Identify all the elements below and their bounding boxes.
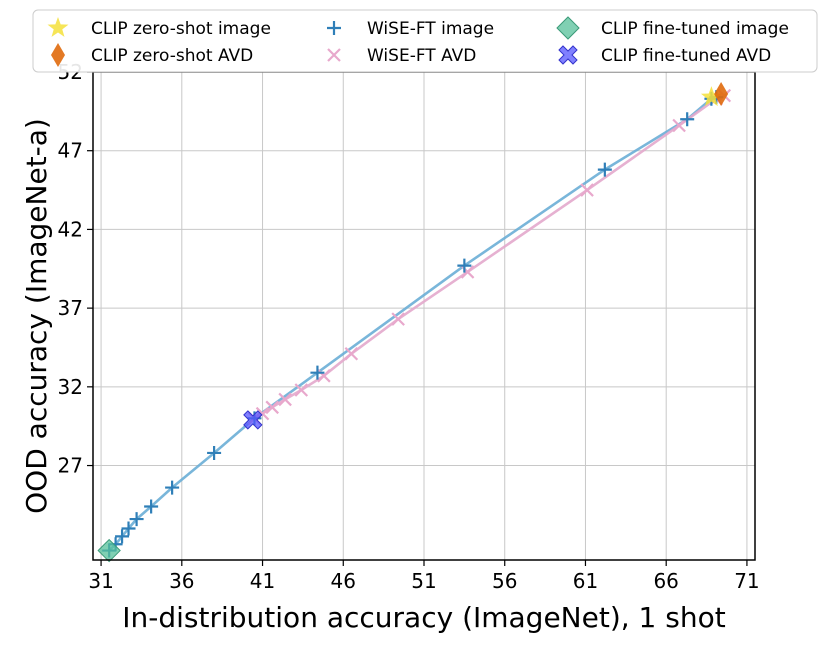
data-point — [144, 499, 159, 514]
legend-label: CLIP fine-tuned AVD — [601, 46, 771, 66]
legend: CLIP zero-shot image CLIP zero-shot AVD Wi… — [32, 9, 818, 73]
x-tick-label: 46 — [331, 569, 356, 593]
data-point — [243, 410, 263, 430]
data-point — [700, 86, 722, 107]
data-point — [121, 521, 136, 536]
grid — [93, 71, 755, 560]
data-point — [310, 365, 325, 380]
legend-marker — [47, 17, 69, 37]
x-tick-label: 51 — [411, 569, 436, 593]
data-point — [207, 445, 222, 460]
legend-marker — [51, 43, 65, 67]
data-point — [294, 383, 309, 397]
data-point — [97, 538, 121, 563]
legend-label: CLIP zero-shot AVD — [91, 46, 253, 66]
y-tick-label: 27 — [58, 454, 83, 478]
y-tick-label: 42 — [58, 217, 83, 241]
series-lines — [108, 94, 725, 552]
data-point — [680, 112, 695, 127]
data-point — [129, 512, 144, 527]
data-point — [714, 82, 729, 107]
data-point — [391, 312, 405, 326]
data-point — [672, 118, 686, 133]
data-points — [97, 82, 732, 563]
legend-box — [32, 9, 818, 73]
data-point — [115, 529, 130, 544]
x-tick-label: 41 — [250, 569, 275, 593]
data-point — [165, 480, 180, 495]
x-tick-label: 71 — [734, 569, 759, 593]
x-tick-label: 66 — [653, 569, 678, 593]
series-line — [108, 95, 717, 552]
legend-label: WiSE-FT image — [367, 19, 494, 39]
data-point — [278, 392, 292, 407]
x-axis-title: In-distribution accuracy (ImageNet), 1 s… — [122, 601, 725, 634]
data-point — [265, 400, 280, 415]
legend-label: WiSE-FT AVD — [367, 46, 476, 66]
y-axis-title: OOD accuracy (ImageNet-a) — [20, 118, 53, 514]
series-line — [253, 94, 725, 420]
y-tick-label: 32 — [58, 375, 83, 399]
y-tick-label: 47 — [58, 139, 83, 163]
legend-marker — [327, 21, 341, 35]
data-point — [580, 183, 594, 197]
data-point — [597, 162, 612, 177]
x-tick-label: 61 — [573, 569, 598, 593]
x-tick-label: 31 — [88, 569, 113, 593]
legend-marker — [327, 48, 341, 62]
y-tick-label: 37 — [58, 296, 83, 320]
legend-marker — [556, 16, 580, 40]
data-point — [457, 258, 472, 273]
data-point — [344, 347, 359, 361]
x-tick-label: 56 — [492, 569, 517, 593]
legend-label: CLIP zero-shot image — [91, 19, 271, 39]
legend-marker — [558, 45, 578, 65]
legend-label: CLIP fine-tuned image — [601, 19, 789, 39]
x-tick-label: 36 — [169, 569, 194, 593]
